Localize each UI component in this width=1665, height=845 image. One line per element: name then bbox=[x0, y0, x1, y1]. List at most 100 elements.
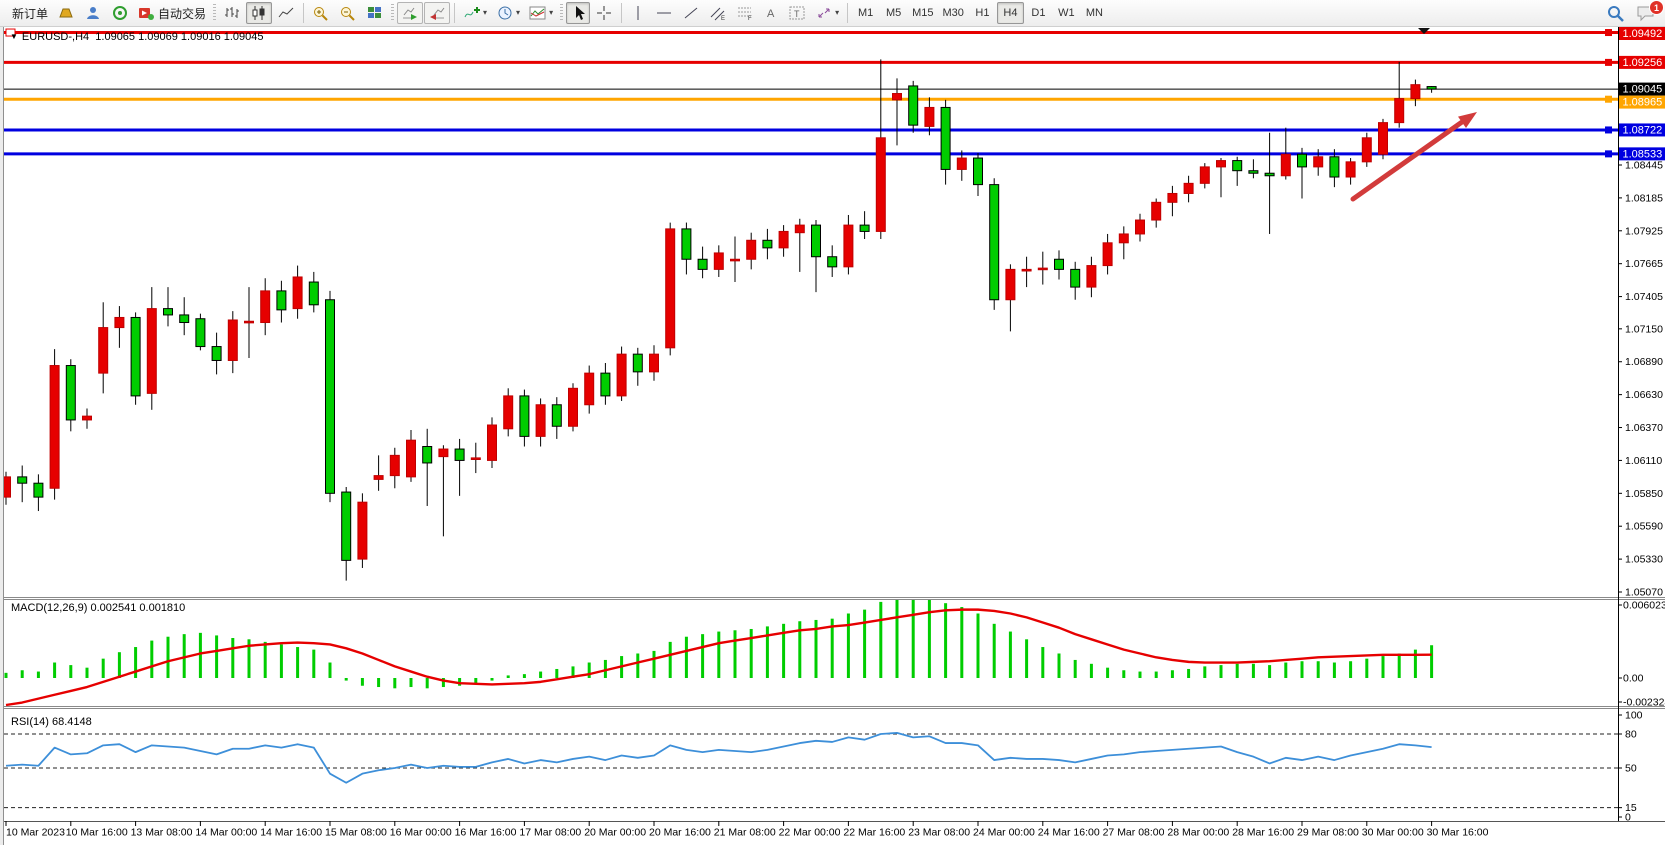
dropdown-caret-icon: ▾ bbox=[549, 8, 554, 17]
svg-text:A: A bbox=[767, 8, 775, 20]
horizontal-line-button[interactable] bbox=[651, 2, 677, 24]
candlestick-chart-button[interactable] bbox=[246, 2, 273, 24]
profiles-button[interactable] bbox=[53, 2, 79, 24]
svg-text:1.08185: 1.08185 bbox=[1625, 192, 1663, 204]
timeframe-button-M5[interactable]: M5 bbox=[885, 7, 902, 19]
auto-scroll-button[interactable] bbox=[397, 2, 424, 24]
indicators-button[interactable]: ▾ bbox=[459, 2, 491, 24]
chart-shift-icon bbox=[428, 5, 446, 21]
new-order-label: 新订单 bbox=[12, 6, 49, 21]
timeframe-button-M15[interactable]: M15 bbox=[912, 7, 934, 19]
arrows-button[interactable]: ▾ bbox=[811, 2, 843, 24]
timeframe-button-H1[interactable]: H1 bbox=[975, 7, 990, 19]
equidistant-channel-icon: E bbox=[709, 5, 727, 21]
rsi-pane bbox=[4, 731, 1618, 809]
svg-text:23 Mar 08:00: 23 Mar 08:00 bbox=[908, 827, 970, 839]
horizontal-lines[interactable] bbox=[4, 28, 1618, 158]
market-signals-button[interactable] bbox=[107, 2, 133, 24]
text-label-icon: T bbox=[788, 5, 806, 21]
time-axis[interactable]: 10 Mar 2023 10 Mar 16:00 13 Mar 08:00 14 Ma… bbox=[4, 821, 1665, 845]
text-button[interactable]: A bbox=[759, 2, 783, 24]
equidistant-channel-button[interactable]: E bbox=[705, 2, 731, 24]
tile-windows-button[interactable] bbox=[362, 2, 388, 24]
price-tag bbox=[1619, 123, 1665, 137]
svg-text:24 Mar 00:00: 24 Mar 00:00 bbox=[973, 827, 1035, 839]
svg-text:20 Mar 16:00: 20 Mar 16:00 bbox=[649, 827, 711, 839]
svg-text:29 Mar 08:00: 29 Mar 08:00 bbox=[1297, 827, 1359, 839]
toolbar-separator bbox=[847, 3, 849, 23]
signal-icon bbox=[111, 5, 129, 21]
bars-chart-button[interactable] bbox=[219, 2, 245, 24]
svg-text:1.06890: 1.06890 bbox=[1625, 356, 1663, 368]
timeframe-button-D1[interactable]: D1 bbox=[1031, 7, 1046, 19]
timeframe-button-MN[interactable]: MN bbox=[1085, 7, 1103, 19]
periods-button[interactable]: ▾ bbox=[492, 2, 524, 24]
svg-text:0: 0 bbox=[1625, 812, 1631, 824]
svg-text:1.05850: 1.05850 bbox=[1625, 488, 1663, 500]
timeframe-button-H4[interactable]: H4 bbox=[996, 2, 1024, 24]
notification-badge: 1 bbox=[1649, 0, 1664, 15]
price-tag bbox=[1619, 147, 1665, 161]
svg-text:28 Mar 00:00: 28 Mar 00:00 bbox=[1167, 827, 1229, 839]
svg-text:E: E bbox=[721, 16, 725, 21]
timeframe-button-M1[interactable]: M1 bbox=[857, 7, 874, 19]
dropdown-caret-icon: ▾ bbox=[516, 8, 521, 17]
svg-text:1.08445: 1.08445 bbox=[1625, 160, 1663, 172]
rsi-indicator-label: RSI(14) 68.4148 bbox=[11, 716, 92, 728]
trendline-icon bbox=[682, 5, 700, 21]
svg-text:1.09045: 1.09045 bbox=[1623, 84, 1663, 96]
templates-button[interactable]: ▾ bbox=[525, 2, 557, 24]
svg-text:1.06110: 1.06110 bbox=[1625, 455, 1662, 467]
chart-title[interactable]: ▼ EURUSD-,H4 1.09065 1.09069 1.09016 1.09… bbox=[10, 31, 264, 43]
price-axis[interactable]: 1.08445 1.08185 1.07925 1.07665 1.07405 1.071… bbox=[1618, 27, 1665, 824]
new-order-button[interactable]: 新订单 bbox=[4, 2, 52, 24]
text-label-button[interactable]: T bbox=[784, 2, 810, 24]
svg-text:22 Mar 00:00: 22 Mar 00:00 bbox=[779, 827, 841, 839]
zoom-out-button[interactable] bbox=[335, 2, 361, 24]
svg-text:1.06630: 1.06630 bbox=[1625, 389, 1663, 401]
svg-text:16 Mar 16:00: 16 Mar 16:00 bbox=[455, 827, 517, 839]
svg-text:1.09492: 1.09492 bbox=[1623, 28, 1663, 40]
timeframe-button-W1[interactable]: W1 bbox=[1058, 7, 1075, 19]
text-icon: A bbox=[764, 5, 778, 21]
svg-text:1.05070: 1.05070 bbox=[1625, 587, 1663, 599]
timeframe-button-M30[interactable]: M30 bbox=[942, 7, 964, 19]
auto-scroll-icon bbox=[401, 5, 419, 21]
zoom-in-button[interactable] bbox=[308, 2, 334, 24]
crosshair-button[interactable] bbox=[591, 2, 617, 24]
svg-text:F: F bbox=[748, 16, 752, 21]
line-handle bbox=[1605, 95, 1612, 103]
notifications-button[interactable]: 1 bbox=[1631, 0, 1664, 24]
vertical-line-button[interactable] bbox=[626, 2, 650, 24]
svg-text:0.00: 0.00 bbox=[1623, 673, 1644, 685]
mql5-community-button[interactable] bbox=[80, 2, 106, 24]
line-chart-icon bbox=[277, 5, 295, 21]
search-button[interactable] bbox=[1602, 2, 1630, 24]
auto-trading-button[interactable]: 自动交易 bbox=[134, 2, 210, 24]
cursor-button[interactable] bbox=[566, 2, 591, 24]
svg-text:100: 100 bbox=[1625, 710, 1643, 722]
svg-text:21 Mar 08:00: 21 Mar 08:00 bbox=[714, 827, 776, 839]
svg-text:-0.002324: -0.002324 bbox=[1623, 697, 1665, 709]
svg-text:1.05330: 1.05330 bbox=[1625, 554, 1663, 566]
line-handle bbox=[1605, 58, 1612, 66]
fibonacci-button[interactable]: F bbox=[732, 2, 758, 24]
svg-text:1.06370: 1.06370 bbox=[1625, 422, 1663, 434]
toolbar-separator bbox=[454, 3, 456, 23]
line-chart-button[interactable] bbox=[273, 2, 299, 24]
chart-shift-button[interactable] bbox=[424, 2, 451, 24]
candlestick-chart-icon bbox=[250, 5, 268, 21]
trendline-button[interactable] bbox=[678, 2, 704, 24]
vertical-line-icon bbox=[631, 5, 645, 21]
svg-text:1.05590: 1.05590 bbox=[1625, 521, 1663, 533]
crosshair-icon bbox=[595, 5, 613, 21]
down-triangle-marker bbox=[1418, 28, 1430, 34]
svg-text:1.07925: 1.07925 bbox=[1625, 225, 1663, 237]
profiles-icon bbox=[57, 5, 75, 21]
trend-arrow bbox=[1350, 112, 1477, 202]
svg-text:T: T bbox=[794, 9, 800, 19]
chart-canvas[interactable]: 1.08445 1.08185 1.07925 1.07665 1.07405 1.071… bbox=[4, 27, 1665, 845]
timeframe-group: M1 M5 M15 M30 H1 H4 D1 W1 MN bbox=[852, 2, 1108, 24]
svg-text:1.07150: 1.07150 bbox=[1625, 323, 1663, 335]
chart-ohlc-values: 1.09065 1.09069 1.09016 1.09045 bbox=[95, 31, 264, 43]
